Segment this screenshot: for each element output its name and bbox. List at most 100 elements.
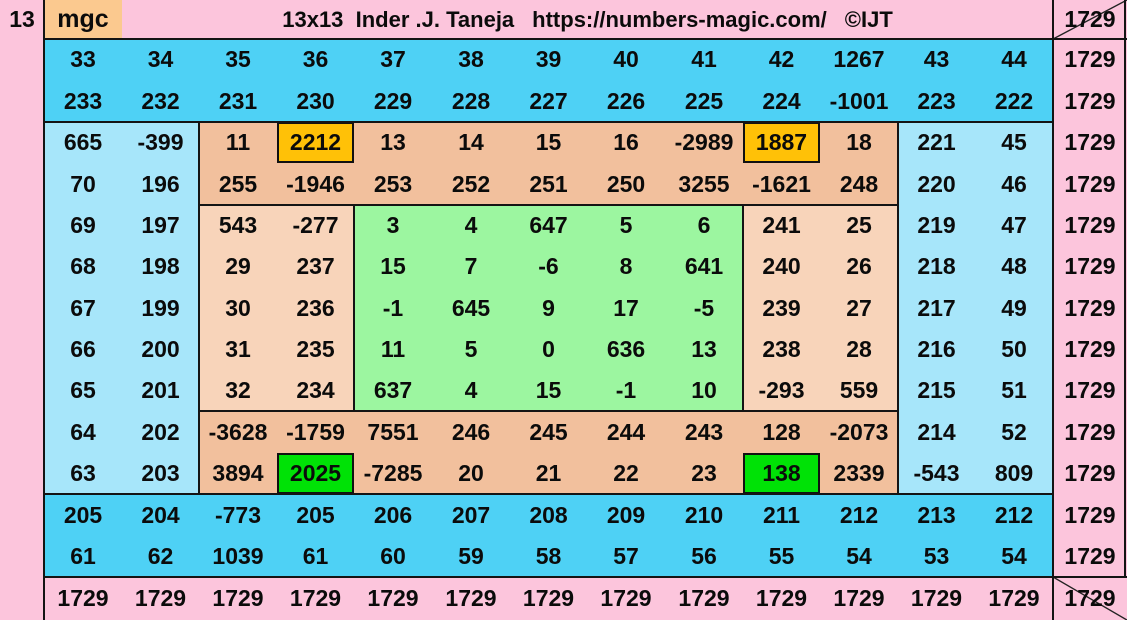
- grid-cell: 205: [44, 494, 122, 536]
- grid-cell: 6: [665, 205, 743, 246]
- grid-cell: 15: [510, 122, 587, 163]
- diagonal-sum-top-cell: 1729: [1053, 0, 1127, 39]
- grid-cell: 46: [975, 163, 1053, 205]
- grid-cell: 43: [898, 39, 975, 80]
- grid-cell: 28: [820, 329, 898, 370]
- grid-cell: 54: [975, 536, 1053, 577]
- grid-cell: 2025: [277, 453, 354, 494]
- grid-cell: 1887: [743, 122, 820, 163]
- grid-cell: 14: [432, 122, 510, 163]
- grid-cell: 205: [277, 494, 354, 536]
- grid-cell: 60: [354, 536, 432, 577]
- grid-cell: 230: [277, 80, 354, 122]
- grid-cell: 57: [587, 536, 665, 577]
- col-sum-cell: 1729: [289, 585, 342, 611]
- diagonal-sum-top-value: 1729: [1064, 6, 1116, 32]
- grid-cell: 221: [898, 122, 975, 163]
- grid-cell: 22: [587, 453, 665, 494]
- grid-cell: 233: [44, 80, 122, 122]
- grid-cell: -1621: [743, 163, 820, 205]
- grid-cell: 229: [354, 80, 432, 122]
- grid-cell: 64: [44, 411, 122, 453]
- grid-cell: 209: [587, 494, 665, 536]
- row-sum-cell: 1729: [1064, 336, 1116, 362]
- grid-cell: 224: [743, 80, 820, 122]
- grid-cell: 31: [199, 329, 277, 370]
- grid-cell: 3255: [665, 163, 743, 205]
- grid-cell: 16: [587, 122, 665, 163]
- grid-cell: 29: [199, 246, 277, 287]
- grid-cell: -2073: [820, 411, 898, 453]
- grid-cell: 59: [432, 536, 510, 577]
- grid-cell: 55: [743, 536, 820, 577]
- grid-cell: 665: [44, 122, 122, 163]
- grid-cell: 13: [665, 329, 743, 370]
- grid-cell: 11: [354, 329, 432, 370]
- grid-cell: 206: [354, 494, 432, 536]
- grid-cell: 53: [898, 536, 975, 577]
- header-divider: [43, 38, 1127, 40]
- grid-cell: -399: [122, 122, 199, 163]
- ring-11-bottom-line: [43, 493, 1054, 495]
- grid-cell: 203: [122, 453, 199, 494]
- grid-cell: 210: [665, 494, 743, 536]
- row-sum-cell: 1729: [1064, 46, 1116, 72]
- grid-cell: 56: [665, 536, 743, 577]
- grid-cell: 222: [975, 80, 1053, 122]
- grid-cell: 65: [44, 370, 122, 411]
- grid-cell: 246: [432, 411, 510, 453]
- grid-cell: 27: [820, 287, 898, 329]
- grid-cell: 809: [975, 453, 1053, 494]
- grid-cell: 50: [975, 329, 1053, 370]
- grid-cell: 197: [122, 205, 199, 246]
- grid-cell: -1001: [820, 80, 898, 122]
- grid-cell: 8: [587, 246, 665, 287]
- grid-cell: 636: [587, 329, 665, 370]
- grid-cell: 33: [44, 39, 122, 80]
- grid-cell: 18: [820, 122, 898, 163]
- grid-cell: 234: [277, 370, 354, 411]
- grid-cell: 647: [510, 205, 587, 246]
- diagonal-sum-bottom-cell: 1729: [1053, 577, 1127, 620]
- col-sum-cell: 1729: [988, 585, 1040, 611]
- grid-cell: 3894: [199, 453, 277, 494]
- grid-cell: 25: [820, 205, 898, 246]
- grid-cell: 248: [820, 163, 898, 205]
- grid-cell: 253: [354, 163, 432, 205]
- grid-cell: 15: [510, 370, 587, 411]
- grid-cell: -1: [587, 370, 665, 411]
- col-sum-cell: 1729: [445, 585, 497, 611]
- grid-cell: 218: [898, 246, 975, 287]
- grid-cell: 241: [743, 205, 820, 246]
- grid-cell: 5: [587, 205, 665, 246]
- grid-cell: 232: [122, 80, 199, 122]
- grid-cell: 231: [199, 80, 277, 122]
- grid-cell: 215: [898, 370, 975, 411]
- grid-cell: -277: [277, 205, 354, 246]
- row-sum-cell: 1729: [1064, 212, 1116, 238]
- grid-cell: 49: [975, 287, 1053, 329]
- grid-cell: 223: [898, 80, 975, 122]
- grid-cell: 641: [665, 246, 743, 287]
- grid-cell: 23: [665, 453, 743, 494]
- grid-cell: -3628: [199, 411, 277, 453]
- grid-cell: -6: [510, 246, 587, 287]
- grid-cell: 235: [277, 329, 354, 370]
- grid-cell: 244: [587, 411, 665, 453]
- grid-cell: 543: [199, 205, 277, 246]
- grid-cell: 201: [122, 370, 199, 411]
- col-sum-cell: 1729: [910, 585, 963, 611]
- grid-cell: 0: [510, 329, 587, 370]
- grid-cell: 202: [122, 411, 199, 453]
- col-sum-cell: 1729: [134, 585, 187, 611]
- grid-cell: 2212: [277, 122, 354, 163]
- diagonal-sum-bottom-value: 1729: [1064, 585, 1116, 611]
- grid-cell: 39: [510, 39, 587, 80]
- grid-cell: 13: [354, 122, 432, 163]
- grid-cell: -7285: [354, 453, 432, 494]
- row-sum-cell: 1729: [1064, 377, 1116, 403]
- grid-cell: -543: [898, 453, 975, 494]
- grid-cell: 37: [354, 39, 432, 80]
- row-sum-cell: 1729: [1064, 460, 1116, 486]
